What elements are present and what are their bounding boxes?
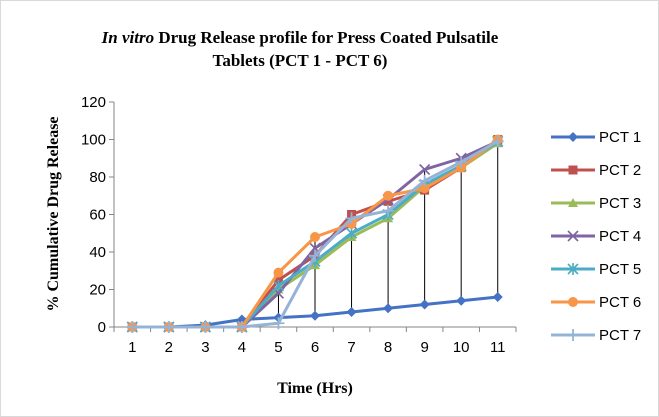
- data-point: [199, 321, 212, 333]
- chart-title-italic: In vitro: [101, 28, 155, 47]
- legend-label: PCT 1: [599, 129, 641, 146]
- data-point: [346, 307, 357, 317]
- y-ticks: 0 20 40 60 80 100 120: [81, 94, 114, 336]
- data-point: [309, 249, 321, 262]
- legend-entry: PCT 1: [551, 129, 641, 146]
- data-point: [419, 183, 430, 194]
- legend-entry: PCT 5: [551, 261, 641, 278]
- data-point: [383, 190, 394, 201]
- data-point: [455, 156, 468, 168]
- data-point: [272, 317, 285, 330]
- data-point: [492, 292, 503, 302]
- legend-label: PCT 4: [599, 228, 641, 245]
- legend-label: PCT 2: [599, 162, 641, 179]
- y-tick-label: 120: [81, 94, 106, 111]
- legend-marker: [568, 132, 578, 142]
- y-tick-label: 80: [89, 169, 106, 186]
- data-point: [310, 310, 320, 321]
- legend-marker: [568, 198, 578, 207]
- chart-title-line-1: In vitro Drug Release profile for Press …: [40, 28, 560, 48]
- legend-entry: PCT 2: [551, 162, 641, 179]
- x-tick-label: 8: [384, 339, 392, 356]
- y-tick-label: 60: [89, 207, 106, 224]
- x-tick-label: 5: [274, 339, 282, 356]
- chart-title-line-2: Tablets (PCT 1 - PCT 6): [212, 51, 388, 70]
- series-group: [126, 134, 504, 333]
- legend-label: PCT 7: [599, 327, 641, 344]
- y-tick-label: 40: [89, 244, 106, 261]
- legend-label: PCT 3: [599, 195, 641, 212]
- legend: PCT 1 PCT 2 PCT 3 PCT 4 PCT 5 PCT 6 PCT 7: [551, 129, 641, 344]
- x-tick-label: 3: [201, 339, 209, 356]
- legend-marker: [567, 329, 579, 341]
- data-point: [273, 267, 284, 278]
- y-tick-label: 100: [81, 132, 106, 149]
- data-point: [345, 227, 358, 240]
- legend-label: PCT 5: [599, 261, 641, 278]
- x-tick-label: 4: [238, 339, 246, 356]
- x-tick-label: 9: [420, 339, 428, 356]
- x-tick-label: 7: [347, 339, 355, 356]
- x-tick-label: 10: [453, 339, 470, 356]
- y-tick-label: 20: [89, 282, 106, 299]
- data-point: [383, 196, 393, 206]
- legend-marker: [567, 230, 579, 242]
- x-axis-label: Time (Hrs): [277, 380, 353, 397]
- legend-entry: PCT 4: [551, 228, 641, 245]
- y-tick-label: 0: [98, 319, 106, 336]
- data-point: [491, 135, 504, 148]
- data-point: [345, 212, 358, 225]
- data-point: [162, 321, 175, 333]
- x-ticks: 1 2 3 4 5 6 7 8 9 10 11: [113, 327, 517, 356]
- data-point: [126, 321, 139, 333]
- legend-entry: PCT 7: [551, 327, 641, 344]
- legend-entry: PCT 3: [551, 195, 641, 212]
- x-tick-label: 2: [165, 339, 173, 356]
- legend-marker: [567, 263, 579, 275]
- data-point: [418, 174, 431, 187]
- data-point: [382, 204, 395, 217]
- y-axis-label: % Cumulative Drug Release: [45, 116, 62, 311]
- legend-entry: PCT 6: [551, 294, 641, 311]
- series-pct-7: [126, 135, 504, 333]
- data-point: [456, 295, 467, 306]
- data-point: [383, 303, 394, 314]
- legend-marker: [568, 297, 578, 307]
- legend-marker: [568, 165, 578, 175]
- x-tick-label: 1: [128, 339, 136, 356]
- data-point: [235, 321, 248, 333]
- data-point: [272, 279, 285, 292]
- x-tick-label: 6: [311, 339, 319, 356]
- data-point: [310, 232, 320, 242]
- data-point: [419, 163, 431, 176]
- chart-title-rest: Drug Release profile for Press Coated Pu…: [154, 28, 499, 47]
- legend-label: PCT 6: [599, 294, 641, 311]
- x-tick-label: 11: [490, 339, 506, 356]
- data-point: [419, 299, 430, 310]
